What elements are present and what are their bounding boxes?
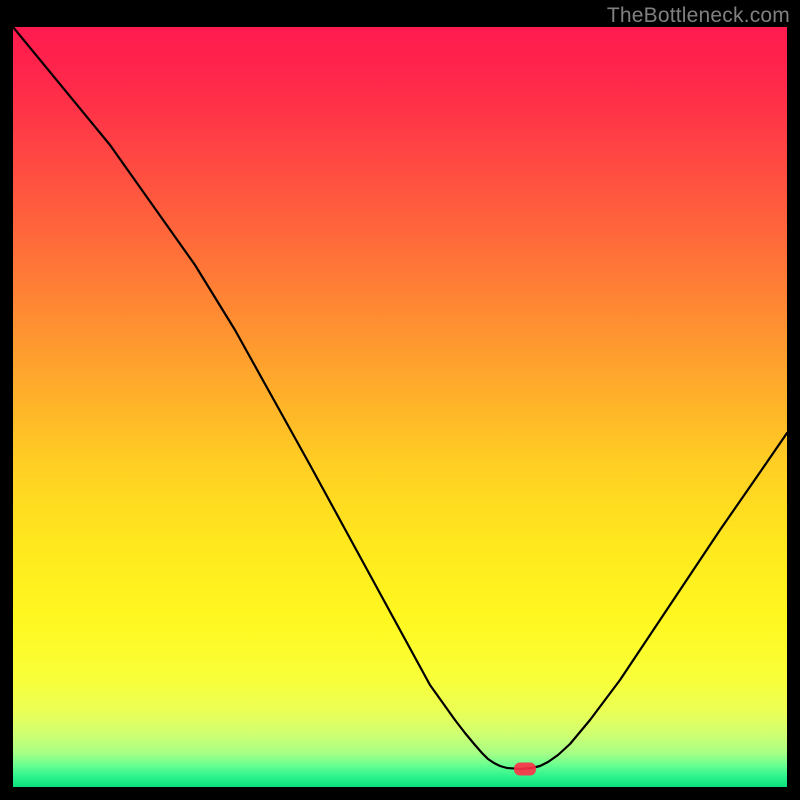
- optimum-marker: [514, 763, 536, 776]
- chart-frame: TheBottleneck.com: [0, 0, 800, 800]
- frame-border-bottom: [0, 787, 800, 800]
- plot-area: [13, 27, 787, 787]
- frame-border-right: [787, 0, 800, 800]
- watermark-text: TheBottleneck.com: [607, 4, 790, 28]
- optimum-marker-layer: [13, 27, 787, 787]
- frame-border-left: [0, 0, 13, 800]
